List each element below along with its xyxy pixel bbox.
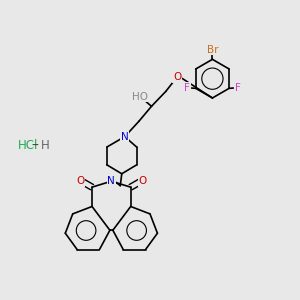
- Text: N: N: [121, 132, 129, 142]
- Text: H: H: [40, 139, 50, 152]
- Text: F: F: [235, 83, 240, 93]
- Text: N: N: [107, 176, 115, 186]
- Text: –: –: [31, 139, 38, 152]
- Text: Br: Br: [207, 45, 219, 55]
- Text: F: F: [184, 83, 190, 93]
- Text: O: O: [138, 176, 146, 186]
- Text: O: O: [173, 72, 181, 82]
- Text: O: O: [76, 176, 85, 186]
- Text: HCl: HCl: [18, 139, 38, 152]
- Text: HO: HO: [132, 92, 148, 102]
